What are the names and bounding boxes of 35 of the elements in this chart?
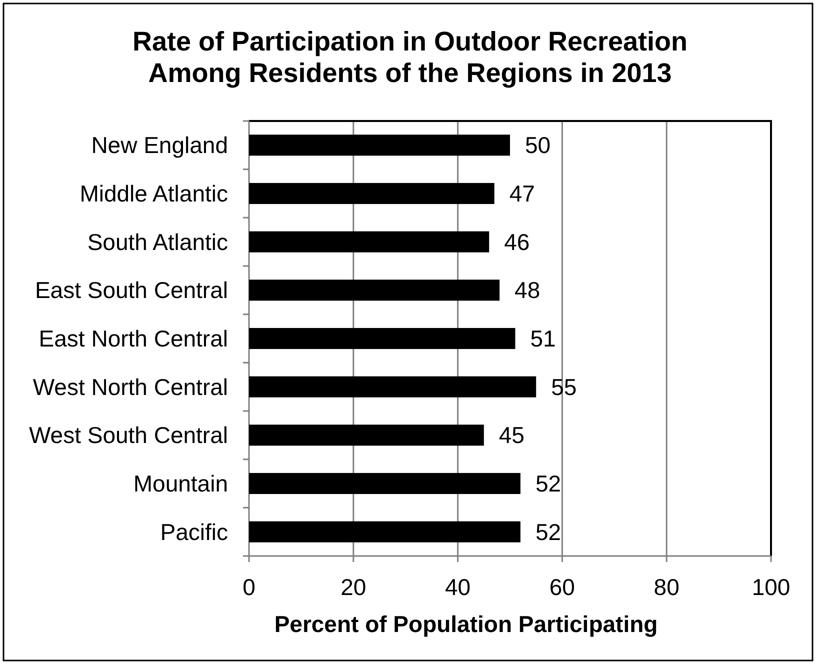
data-label: 48 [514,277,540,304]
x-tick-label: 100 [752,574,790,600]
chart-title: Rate of Participation in Outdoor Recreation Among Residents of the Regions in 2013 [132,26,688,88]
bar [249,521,520,542]
y-tick-label: Middle Atlantic [80,180,228,207]
y-tick-label: South Atlantic [87,228,228,255]
data-label: 47 [509,180,535,207]
data-label: 51 [530,326,556,352]
bar [249,424,484,446]
bar [249,472,520,494]
bar [249,328,516,350]
bar [249,280,500,301]
y-tick-label: West South Central [28,422,228,448]
x-tick-label: 20 [340,574,366,600]
data-label: 50 [525,132,551,158]
bar [249,376,536,398]
bar [249,231,490,252]
data-label: 46 [504,228,530,255]
bar [249,134,510,156]
data-label: 52 [535,518,562,545]
x-axis-title: Percent of Population Participating [274,611,658,637]
data-label: 55 [551,374,577,400]
data-label: 52 [535,470,562,497]
x-tick-label: 0 [242,574,256,600]
y-tick-label: West North Central [32,374,228,400]
x-tick-label: 80 [654,574,680,600]
y-tick-label: East South Central [34,277,228,304]
y-tick-label: East North Central [38,326,228,352]
y-tick-label: New England [91,132,228,158]
x-tick-label: 60 [549,574,575,600]
y-tick-label: Mountain [133,470,228,497]
x-tick-label: 40 [445,574,471,600]
bar [249,182,494,204]
data-label: 45 [498,422,524,448]
y-tick-label: Pacific [160,518,228,545]
